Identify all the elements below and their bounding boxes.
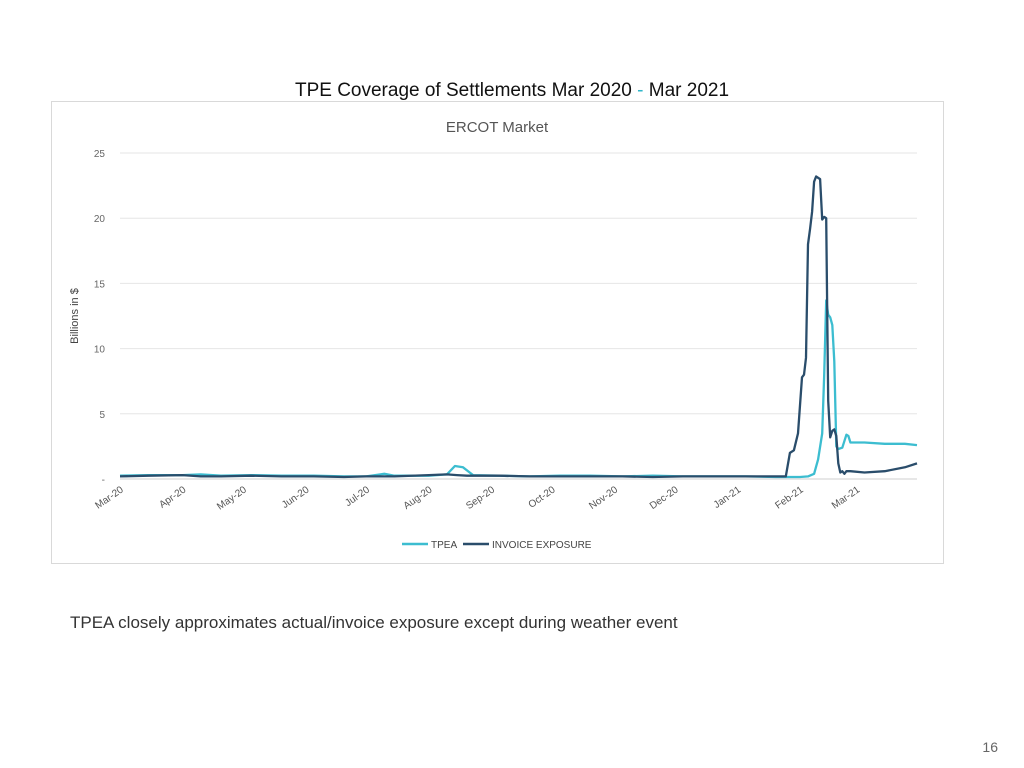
x-tick-label: Sep-20 — [464, 484, 497, 512]
y-tick-label: 10 — [94, 345, 106, 356]
page-number: 16 — [982, 739, 998, 755]
y-tick-label: 25 — [94, 149, 106, 160]
y-tick-label: 15 — [94, 279, 106, 290]
y-axis-label: Billions in $ — [69, 288, 81, 344]
x-tick-label: May-20 — [215, 484, 249, 512]
slide-caption: TPEA closely approximates actual/invoice… — [70, 613, 678, 632]
x-tick-label: Oct-20 — [527, 484, 558, 510]
ercot-line-chart: ERCOT Market - 5 10 15 20 25 Billions in $ Mar-2… — [69, 119, 918, 551]
y-tick-label: 5 — [99, 410, 105, 421]
chart-frame: ERCOT Market - 5 10 15 20 25 Billions in $ Mar-2… — [51, 101, 944, 564]
x-tick-label: Apr-20 — [157, 484, 188, 510]
slide-title: TPE Coverage of Settlements Mar 2020 - M… — [0, 80, 1024, 102]
chart-title: ERCOT Market — [446, 119, 549, 136]
x-tick-label: Mar-21 — [830, 484, 863, 511]
legend-label: TPEA — [431, 540, 457, 551]
x-tick-label: Nov-20 — [587, 484, 620, 512]
x-tick-label: Mar-20 — [93, 484, 126, 511]
x-tick-label: Jun-20 — [280, 484, 312, 511]
series-line-invoice-exposure — [119, 175, 918, 479]
x-tick-label: Dec-20 — [648, 484, 681, 512]
slide-title-end: Mar 2021 — [648, 80, 730, 101]
y-tick-label: - — [102, 475, 105, 486]
slide-title-dash: - — [637, 80, 644, 101]
slide-title-main: TPE Coverage of Settlements Mar 2020 — [294, 80, 632, 101]
x-tick-label: Jul-20 — [343, 484, 372, 509]
y-tick-label: 20 — [94, 214, 106, 225]
legend-label: INVOICE EXPOSURE — [492, 540, 592, 551]
series-line-tpea — [119, 299, 918, 479]
x-tick-label: Feb-21 — [773, 484, 806, 511]
x-tick-label: Jan-21 — [712, 484, 744, 511]
x-tick-label: Aug-20 — [402, 484, 435, 512]
